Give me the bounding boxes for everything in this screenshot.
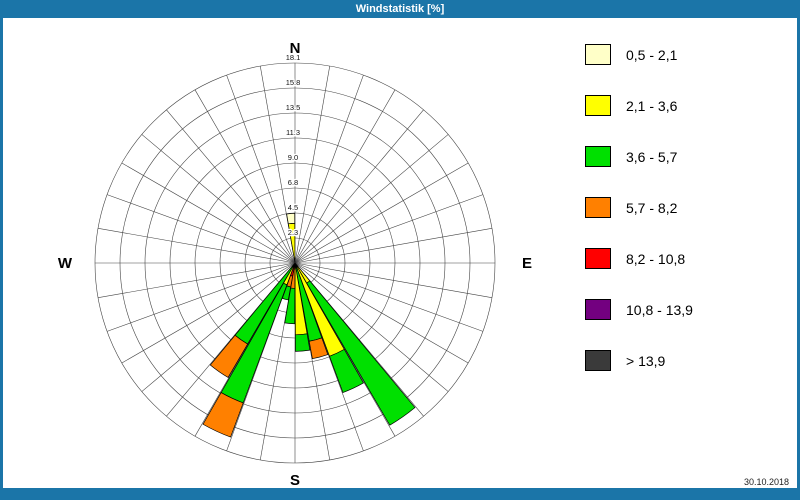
legend-item: 2,1 - 3,6 [585, 95, 693, 116]
svg-text:9.0: 9.0 [288, 153, 298, 162]
radial-tick-labels: 2.3 4.5 6.8 9.0 11.3 13.5 15.8 18.1 [284, 52, 301, 239]
legend-swatch [585, 299, 611, 320]
legend-swatch [585, 44, 611, 65]
legend-swatch [585, 95, 611, 116]
chart-area: 2.3 4.5 6.8 9.0 11.3 13.5 15.8 18.1 N S W E 0,5 - 2… [3, 18, 797, 489]
wind-petal-segment [308, 337, 329, 360]
svg-text:4.5: 4.5 [288, 203, 298, 212]
svg-text:2.3: 2.3 [288, 228, 298, 237]
legend-swatch [585, 350, 611, 371]
wind-petal-segment [281, 285, 292, 301]
legend-label: 5,7 - 8,2 [626, 199, 678, 216]
legend-item: 0,5 - 2,1 [585, 44, 693, 65]
compass-west: W [58, 255, 73, 272]
legend-item: 10,8 - 13,9 [585, 299, 693, 320]
legend-label: 2,1 - 3,6 [626, 97, 678, 114]
legend-item: 3,6 - 5,7 [585, 146, 693, 167]
compass-south: S [290, 472, 300, 488]
wind-petal-segment [295, 333, 311, 352]
legend: 0,5 - 2,1 2,1 - 3,6 3,6 - 5,7 5,7 - 8,2 8,2 … [585, 44, 693, 371]
windrose-chart: 2.3 4.5 6.8 9.0 11.3 13.5 15.8 18.1 N S W E [3, 18, 797, 493]
wind-petal-segment [202, 392, 244, 438]
wind-petal-segment [209, 334, 249, 378]
date-label: 30.10.2018 [743, 477, 789, 487]
legend-swatch [585, 248, 611, 269]
wind-petal-segment [329, 348, 364, 393]
legend-swatch [585, 146, 611, 167]
legend-item: 5,7 - 8,2 [585, 197, 693, 218]
svg-text:11.3: 11.3 [286, 128, 300, 137]
windrose-svg: 2.3 4.5 6.8 9.0 11.3 13.5 15.8 18.1N S W E [58, 40, 532, 489]
svg-text:15.8: 15.8 [286, 78, 301, 87]
polar-grid [94, 62, 496, 464]
legend-item: > 13,9 [585, 350, 693, 371]
wind-petals [202, 212, 416, 438]
window-title: Windstatistik [%] [355, 3, 445, 15]
legend-label: 3,6 - 5,7 [626, 148, 678, 165]
legend-label: 0,5 - 2,1 [626, 46, 678, 63]
svg-text:18.1: 18.1 [286, 53, 301, 62]
wind-petal-segment [286, 212, 296, 225]
wind-petal-segment [284, 287, 296, 325]
svg-text:13.5: 13.5 [286, 103, 301, 112]
compass-labels: N S W E [58, 40, 532, 489]
window-titlebar: Windstatistik [%] [0, 0, 800, 18]
legend-label: > 13,9 [626, 352, 666, 369]
compass-east: E [522, 255, 532, 272]
legend-label: 10,8 - 13,9 [626, 301, 693, 318]
legend-item: 8,2 - 10,8 [585, 248, 693, 269]
legend-swatch [585, 197, 611, 218]
wind-petal-segment [306, 280, 416, 426]
legend-label: 8,2 - 10,8 [626, 250, 686, 267]
compass-north: N [290, 40, 301, 57]
svg-text:6.8: 6.8 [288, 178, 298, 187]
